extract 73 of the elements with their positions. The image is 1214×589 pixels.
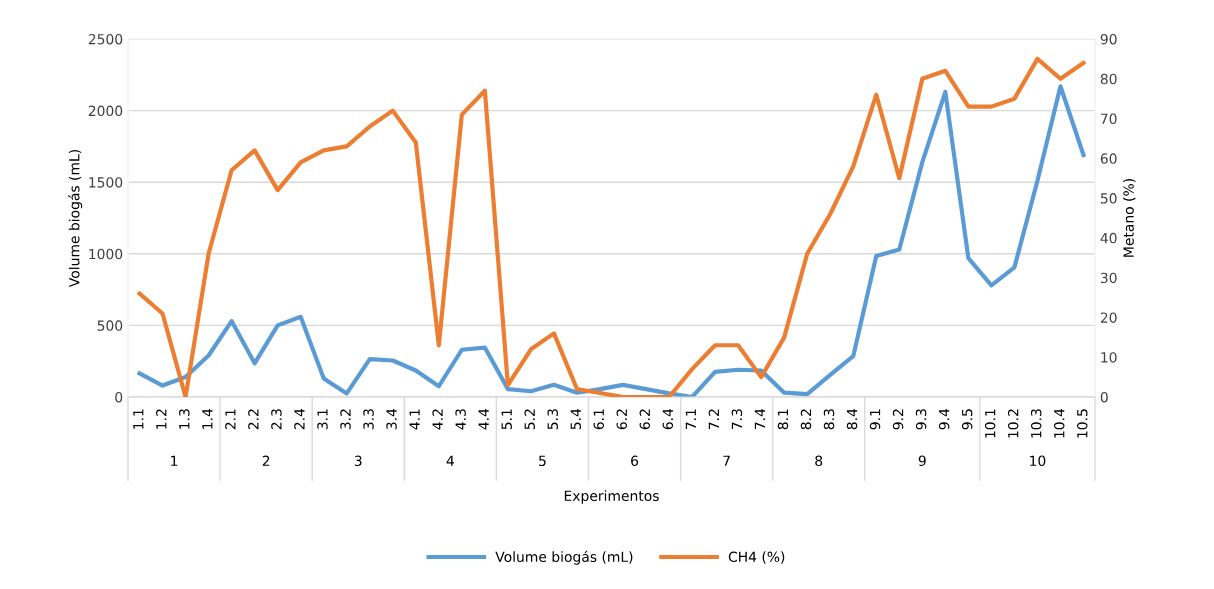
- x-tick-label: 10.4: [1053, 408, 1065, 438]
- x-tick-label: 5.2: [524, 409, 535, 430]
- y-tick-label: 2500: [88, 33, 123, 45]
- y-tick-label: 500: [97, 320, 123, 331]
- x-tick-label: 1.3: [179, 409, 190, 429]
- text: 3: [354, 455, 362, 467]
- y2-tick-label: 90: [1100, 33, 1117, 45]
- x-tick-label: 3.4: [386, 408, 397, 430]
- y2-tick-label: 0: [1100, 391, 1108, 403]
- y2-tick-label: 40: [1100, 232, 1117, 244]
- text: 5: [539, 455, 546, 467]
- x-tick-label: 6.2: [616, 409, 628, 430]
- y2-axis-title: Metano (%): [1123, 179, 1136, 257]
- x-tick-label: 9.3: [915, 409, 927, 430]
- x-tick-label: 9.2: [892, 409, 904, 430]
- x-tick-label: 8.1: [777, 409, 789, 430]
- y2-tick-label: 50: [1100, 193, 1117, 204]
- x-tick-label: 7.2: [708, 409, 719, 430]
- y2-tick-label: 80: [1100, 73, 1117, 85]
- x-tick-label: 2.4: [294, 408, 305, 430]
- x-tick-label: 5.1: [501, 409, 512, 430]
- x-tick-label: 10.1: [984, 409, 996, 438]
- x-tick-label: 7.1: [685, 409, 696, 430]
- y2-tick-label: 60: [1100, 153, 1117, 164]
- text: 1: [171, 455, 178, 466]
- x-tick-label: 9.1: [869, 409, 881, 430]
- x-tick-label: 1.2: [156, 409, 167, 429]
- x-tick-label: 7.4: [754, 408, 765, 430]
- y-tick-label: 0: [115, 391, 123, 403]
- text: 9: [918, 455, 926, 467]
- x-tick-label: 10.2: [1007, 409, 1019, 438]
- x-tick-label: 4.4: [478, 408, 489, 430]
- x-tick-label: 8.2: [800, 409, 812, 430]
- x-tick-label: 6.2: [639, 409, 651, 430]
- x-tick-label: 4.3: [455, 409, 466, 430]
- x-axis-title: Experimentos: [564, 490, 659, 504]
- x-tick-label: 8.4: [846, 408, 858, 430]
- text: 8: [815, 455, 823, 467]
- y2-tick-label: 10: [1101, 352, 1117, 363]
- x-tick-label: 1.1: [133, 409, 144, 429]
- legend-label: CH4 (%): [728, 551, 785, 564]
- legend-label: Volume biogás (mL): [495, 550, 633, 565]
- y2-tick-label: 70: [1101, 113, 1117, 125]
- y-tick-label: 1000: [89, 248, 123, 260]
- x-tick-label: 9.5: [961, 409, 973, 430]
- y-tick-label: 1500: [89, 177, 123, 188]
- x-tick-label: 3.1: [317, 409, 328, 430]
- x-tick-label: 9.4: [938, 408, 950, 430]
- x-tick-label: 3.3: [363, 409, 374, 430]
- text: 7: [723, 455, 730, 466]
- x-tick-label: 10.3: [1030, 409, 1042, 438]
- x-tick-label: 7.3: [731, 409, 743, 430]
- x-tick-label: 4.1: [409, 409, 420, 430]
- text: 6: [631, 455, 639, 467]
- text: 4: [446, 455, 454, 466]
- x-tick-label: 5.4: [570, 408, 581, 430]
- text: 2: [262, 455, 270, 466]
- x-tick-label: 5.3: [547, 409, 558, 430]
- y2-tick-label: 30: [1100, 272, 1117, 284]
- x-tick-label: 6.1: [593, 409, 605, 430]
- x-tick-label: 1.4: [202, 408, 213, 429]
- x-tick-label: 2.2: [248, 409, 259, 430]
- y2-tick-label: 20: [1100, 312, 1117, 323]
- x-tick-label: 2.1: [225, 409, 236, 430]
- x-tick-label: 8.3: [823, 409, 835, 430]
- text: 10: [1030, 455, 1046, 467]
- x-tick-label: 3.2: [340, 409, 351, 430]
- x-tick-label: 6.4: [662, 408, 674, 430]
- x-tick-label: 10.5: [1077, 409, 1088, 438]
- y-axis-title: Volume biogás (mL): [68, 150, 83, 288]
- x-tick-label: 2.3: [271, 409, 282, 430]
- y-tick-label: 2000: [88, 105, 123, 117]
- x-tick-label: 4.2: [432, 409, 443, 430]
